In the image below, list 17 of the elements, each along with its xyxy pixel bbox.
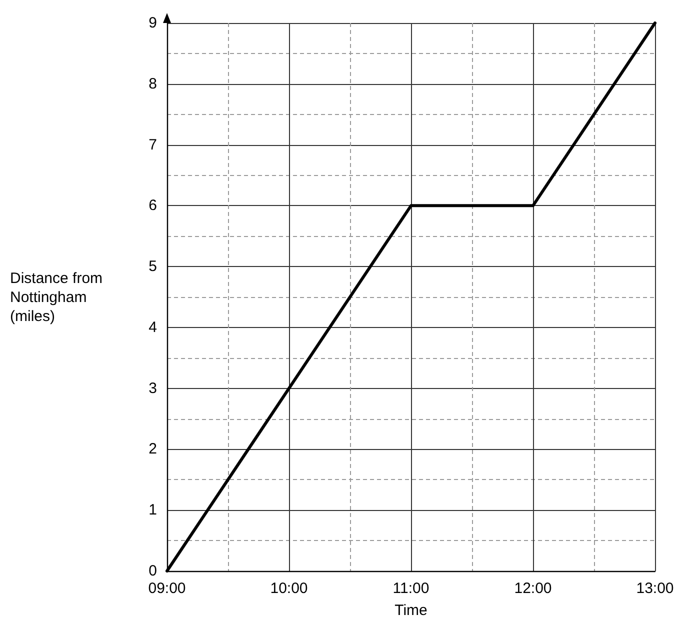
x-tick-label: 13:00 [636, 580, 674, 597]
y-tick-label: 7 [148, 136, 157, 154]
x-tick-label: 09:00 [148, 580, 186, 597]
y-tick-label: 0 [148, 562, 157, 580]
y-tick-label: 4 [148, 318, 157, 336]
y-tick-label: 2 [148, 440, 157, 458]
y-tick-label: 3 [148, 380, 157, 397]
y-axis-title: Distance from Nottingham (miles) [10, 268, 104, 326]
y-tick-label: 5 [148, 258, 157, 276]
x-axis-title: Time [394, 602, 428, 619]
x-tick-label: 11:00 [392, 580, 430, 597]
y-tick-label: 1 [148, 502, 157, 519]
y-tick-label: 8 [148, 75, 157, 92]
y-tick-label: 6 [148, 197, 157, 214]
x-tick-label: 10:00 [270, 580, 308, 597]
x-tick-label: 12:00 [514, 580, 552, 597]
y-tick-label: 9 [148, 14, 157, 32]
